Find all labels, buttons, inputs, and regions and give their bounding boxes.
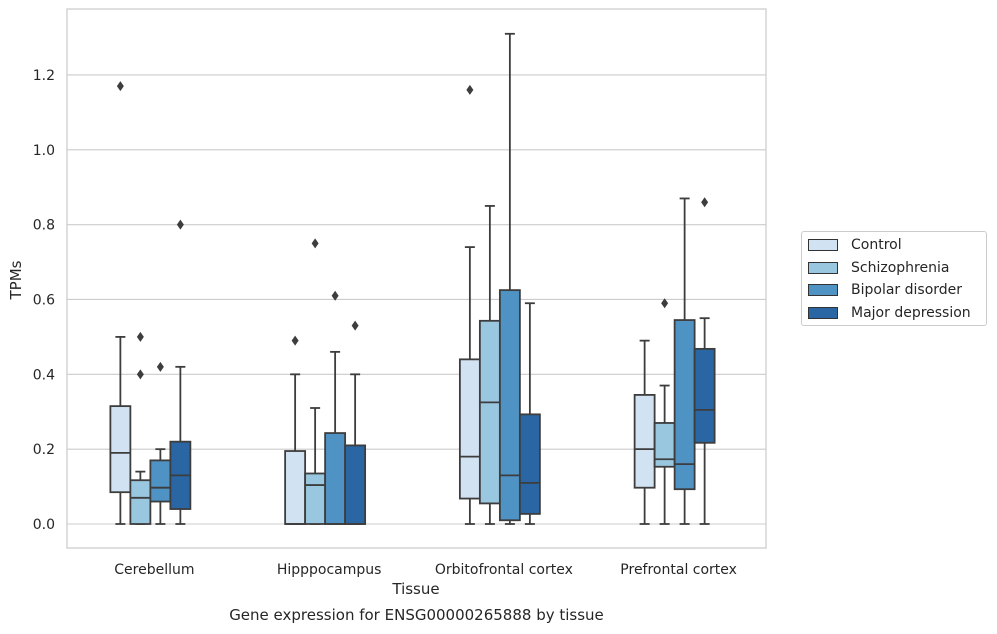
box-body [693,347,716,444]
legend-label: Major depression [851,304,971,321]
box-0-3 [169,219,192,525]
box-3-1 [653,298,676,525]
box-2-1 [478,205,501,525]
legend-item: Schizophrenia [808,258,949,278]
box-body [633,394,656,489]
outlier-point [701,197,709,208]
legend-label: Schizophrenia [851,259,950,276]
y-axis-label: TPMs [7,260,25,300]
plot-frame [66,8,767,549]
box-body [324,432,347,525]
y-tick-label: 0.8 [33,218,55,234]
x-tick-label: Hipppocampus [277,562,382,578]
box-body [458,358,481,500]
x-tick-label: Prefrontal cortex [620,562,737,578]
outlier-point [176,219,184,230]
box-body [518,413,541,515]
box-1-1 [304,238,327,525]
box-2-2 [498,32,521,525]
box-0-1 [129,331,152,525]
legend-item: Bipolar disorder [808,280,962,300]
box-3-3 [693,197,716,525]
figure-caption: Gene expression for ENSG00000265888 by t… [229,606,604,624]
box-body [653,422,676,468]
box-body [498,289,521,522]
y-tick-label: 0.2 [33,442,55,458]
outlier-point [136,331,144,342]
x-tick-label: Cerebellum [114,562,194,578]
box-1-0 [284,335,307,525]
box-0-2 [149,361,172,525]
box-1-3 [344,320,367,525]
outlier-point [311,238,319,249]
box-plot-area [109,32,716,525]
box-body [109,405,132,494]
y-axis-ticks: 0.0 0.2 0.4 0.6 0.8 1.0 1.2 [33,68,55,533]
y-tick-label: 0.0 [33,517,55,533]
box-0-0 [109,81,132,525]
box-body [304,472,327,525]
y-tick-label: 0.6 [33,292,55,308]
box-2-3 [518,302,541,525]
y-tick-label: 1.0 [33,143,55,159]
legend-swatch [808,306,838,319]
x-tick-label: Orbitofrontal cortex [435,562,573,578]
box-body [129,479,152,525]
box-body [478,319,501,505]
legend-swatch [808,284,838,296]
outlier-point [136,369,144,380]
outlier-point [331,290,339,301]
legend-swatch [808,239,838,251]
box-body [344,444,367,525]
outlier-point [156,361,164,372]
legend-label: Bipolar disorder [851,282,963,298]
y-tick-label: 0.4 [33,367,55,383]
legend-swatch [808,261,838,274]
box-3-0 [633,339,656,525]
box-2-0 [458,84,481,525]
x-axis-ticks: Cerebellum Hipppocampus Orbitofrontal cort… [114,562,737,578]
outlier-point [661,298,669,309]
box-body [149,459,172,503]
box-body [284,450,307,525]
box-3-2 [673,197,696,525]
legend: Control Schizophrenia Bipolar disorder Majo… [801,231,987,326]
outlier-point [116,81,124,92]
outlier-point [351,320,359,331]
legend-item: Control [808,235,902,255]
outlier-point [291,335,299,346]
y-tick-label: 1.2 [33,68,55,84]
outlier-point [466,84,474,95]
legend-label: Control [851,237,902,253]
box-1-2 [324,290,347,525]
x-axis-label: Tissue [391,580,439,598]
legend-item: Major depression [808,303,971,323]
